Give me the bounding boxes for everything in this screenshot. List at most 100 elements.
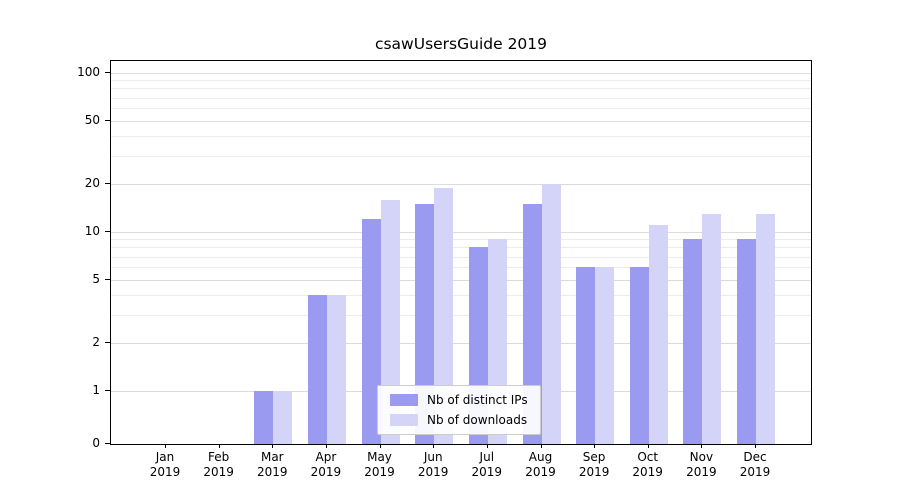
x-tick-label-year: 2019 (310, 465, 342, 479)
bar-downloads (326, 295, 346, 444)
major-gridline (111, 232, 811, 233)
x-tick-label: Mar 2019 (236, 450, 308, 480)
minor-gridline (111, 267, 811, 269)
x-tick-label-year: 2019 (739, 465, 771, 479)
bar-distinct-ips (361, 219, 381, 444)
y-tick-mark (105, 278, 110, 280)
x-tick-label-month: Aug (528, 450, 553, 464)
major-gridline (111, 184, 811, 186)
x-tick-label-month: Dec (743, 450, 767, 464)
x-tick-mark (647, 444, 649, 448)
x-tick-label: Nov 2019 (665, 450, 737, 480)
bar-distinct-ips (522, 204, 542, 444)
bar-downloads (434, 187, 454, 444)
bar-distinct-ips (254, 391, 274, 444)
minor-gridline (111, 256, 811, 258)
y-tick-mark (105, 231, 110, 232)
y-tick-label: 50 (84, 112, 100, 127)
minor-gridline (111, 295, 811, 297)
x-tick-mark (325, 444, 327, 448)
bar-distinct-ips (629, 267, 649, 444)
x-tick-label-year: 2019 (525, 465, 556, 479)
legend-item: Nb of downloads (390, 413, 528, 427)
bar-distinct-ips (737, 239, 756, 444)
x-tick-label: Oct 2019 (612, 450, 684, 480)
bar-distinct-ips (683, 239, 703, 444)
x-tick-label-year: 2019 (471, 465, 503, 479)
legend-swatch (390, 414, 418, 426)
y-tick-mark (105, 72, 110, 73)
x-tick-label: Aug 2019 (505, 450, 577, 480)
major-gridline (111, 279, 811, 281)
bar-downloads (756, 213, 775, 444)
x-tick-mark (272, 444, 274, 448)
x-tick-mark (433, 444, 435, 448)
chart-title: csawUsersGuide 2019 (374, 35, 548, 53)
x-tick-mark (755, 444, 756, 448)
legend-label: Nb of distinct IPs (427, 393, 528, 407)
x-tick-label: Jan 2019 (129, 450, 201, 480)
y-tick-mark (105, 390, 110, 391)
x-tick-mark (218, 444, 220, 448)
x-tick-label: Sep 2019 (558, 450, 630, 480)
x-tick-label-month: Mar (260, 450, 284, 464)
x-tick-label: Dec 2019 (719, 450, 791, 480)
x-tick-label-year: 2019 (364, 465, 395, 479)
y-tick-label: 2 (92, 335, 100, 350)
x-tick-label-year: 2019 (257, 465, 288, 479)
minor-gridline (111, 247, 811, 249)
x-tick-mark (701, 444, 703, 448)
y-tick-label: 10 (84, 224, 100, 238)
minor-gridline (111, 136, 811, 138)
y-tick-label: 5 (92, 271, 100, 286)
bar-downloads (595, 267, 615, 444)
x-tick-label-month: Jul (479, 450, 495, 464)
bar-distinct-ips (415, 204, 435, 444)
bar-distinct-ips (576, 267, 596, 444)
x-tick-label-month: Feb (207, 450, 230, 464)
x-tick-mark (594, 444, 596, 448)
bar-downloads (273, 391, 293, 444)
bar-distinct-ips (307, 295, 327, 444)
bar-downloads (380, 199, 400, 444)
x-tick-label-month: Jun (423, 450, 443, 464)
x-tick-mark (379, 444, 381, 448)
legend-swatch (390, 394, 418, 406)
x-tick-label: Jun 2019 (397, 450, 469, 480)
y-tick-mark (105, 183, 110, 185)
minor-gridline (111, 239, 811, 241)
y-tick-label: 1 (92, 383, 100, 397)
y-tick-label: 20 (84, 176, 100, 191)
major-gridline (111, 120, 811, 122)
x-tick-label-month: Oct (637, 450, 659, 464)
bar-downloads (541, 184, 561, 444)
x-tick-mark (540, 444, 542, 448)
minor-gridline (111, 156, 811, 158)
x-tick-label: Feb 2019 (183, 450, 255, 480)
x-tick-mark (486, 444, 488, 448)
x-tick-label-month: Jan (155, 450, 175, 464)
x-tick-label: May 2019 (344, 450, 416, 480)
x-tick-label-month: May (367, 450, 392, 464)
x-tick-label-year: 2019 (203, 465, 234, 479)
plot-area: Nb of distinct IPs Nb of downloads (110, 60, 812, 445)
minor-gridline (111, 315, 811, 317)
bar-downloads (648, 225, 668, 444)
x-tick-label-month: Sep (582, 450, 606, 464)
y-tick-mark (105, 342, 110, 344)
y-tick-label: 0 (92, 436, 100, 450)
minor-gridline (111, 80, 811, 82)
x-tick-label-year: 2019 (686, 465, 717, 479)
legend-label: Nb of downloads (427, 413, 528, 427)
x-tick-label-month: Apr (315, 450, 337, 464)
x-tick-label-month: Nov (689, 450, 714, 464)
minor-gridline (111, 108, 811, 110)
y-tick-mark (105, 119, 110, 121)
x-tick-mark (165, 444, 166, 448)
x-tick-label: Apr 2019 (290, 450, 362, 480)
x-tick-label-year: 2019 (578, 465, 610, 479)
y-tick-mark (105, 443, 110, 444)
bar-downloads (702, 213, 722, 444)
minor-gridline (111, 88, 811, 90)
